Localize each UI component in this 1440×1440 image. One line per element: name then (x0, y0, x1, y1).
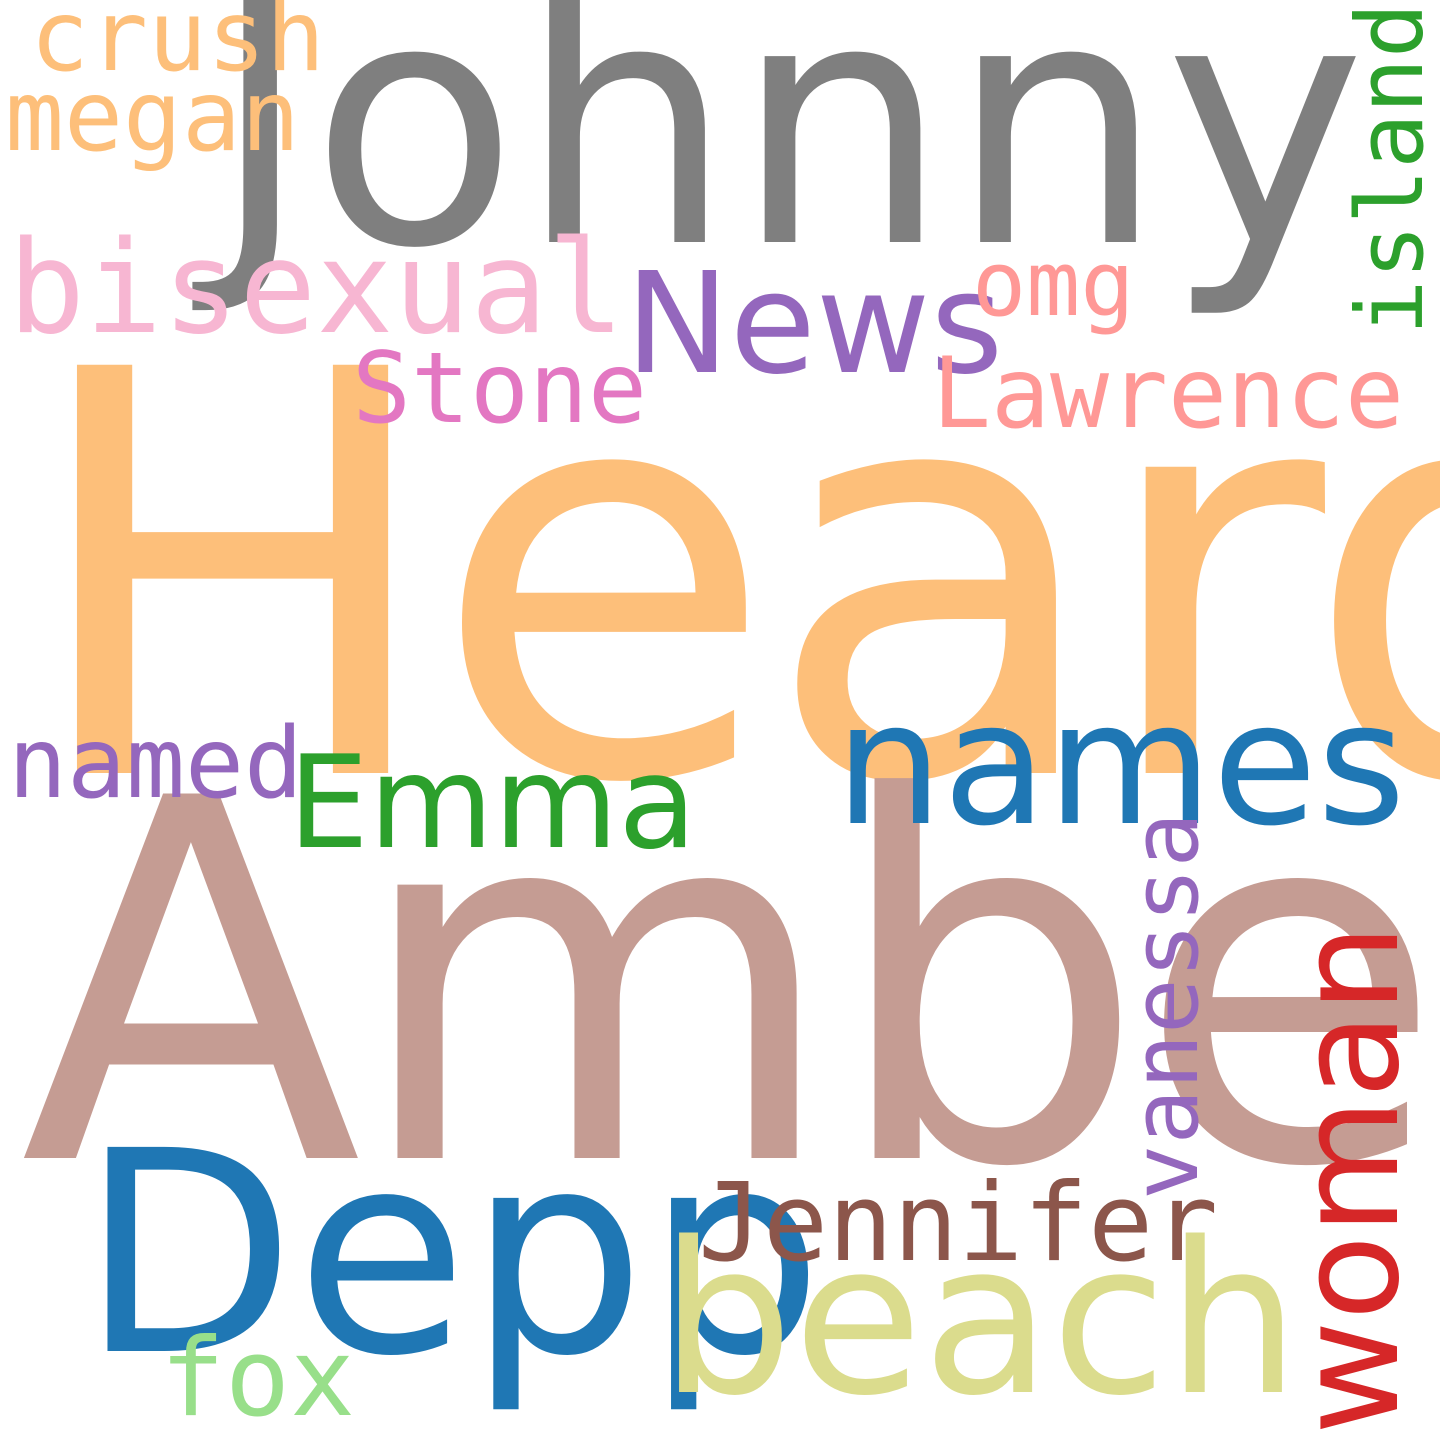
word-jennifer: Jennifer (698, 1161, 1219, 1286)
word-named: named (8, 707, 304, 821)
word-depp: Depp (80, 1092, 824, 1418)
word-omg: omg (972, 232, 1135, 337)
word-amber: Amber (20, 694, 1440, 1276)
word-woman: woman (1268, 923, 1431, 1435)
word-crush: crush (30, 0, 326, 94)
word-names: names (835, 666, 1406, 864)
word-beach: beach (660, 1197, 1300, 1440)
word-island: island (1337, 2, 1440, 335)
word-vanessa: vanessa (1112, 812, 1219, 1200)
word-lawrence: Lawrence (932, 337, 1405, 451)
word-emma: Emma (288, 729, 697, 878)
word-megan: megan (5, 60, 301, 174)
word-news: News (625, 243, 1004, 406)
word-bisexual: bisexual (8, 214, 625, 363)
word-stone: Stone (352, 332, 648, 446)
word-fox: fox (160, 1316, 356, 1440)
word-heard: Heard (22, 254, 1440, 906)
word-johnny: Johnny (210, 0, 1366, 323)
